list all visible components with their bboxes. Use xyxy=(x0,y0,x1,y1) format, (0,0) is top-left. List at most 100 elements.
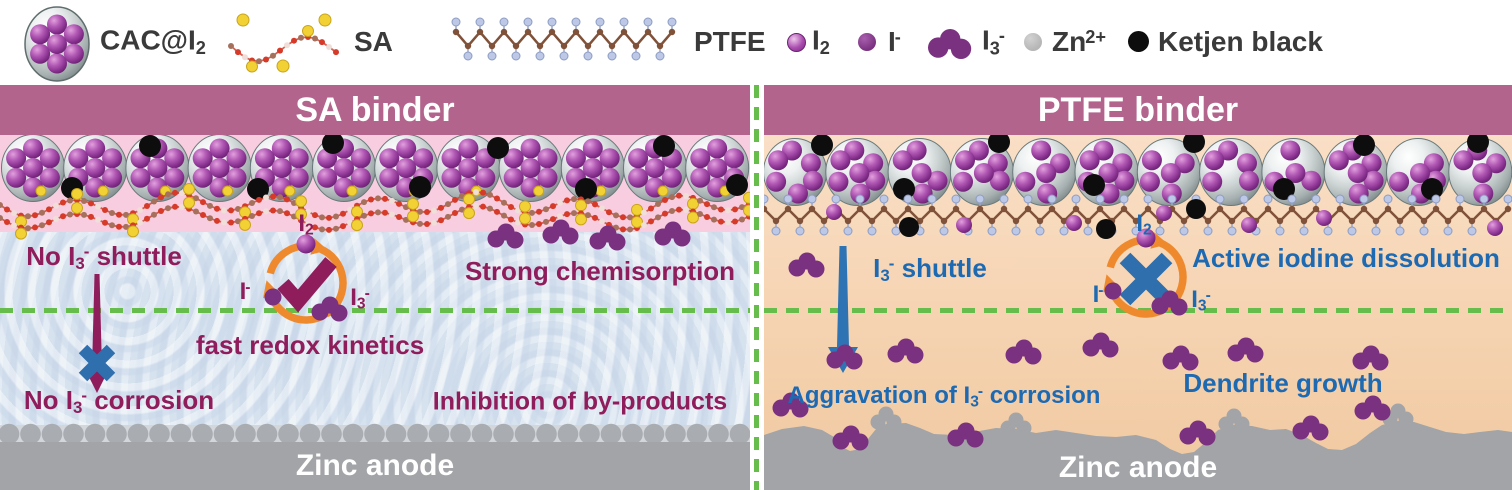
sa-atom xyxy=(60,199,66,206)
iodine-ball xyxy=(911,163,932,183)
ptfe-cycle-triiodide-label: I3- xyxy=(1191,285,1211,315)
sa-atom xyxy=(564,197,570,204)
sa-atom xyxy=(389,197,395,204)
legend-label-sa: SA xyxy=(354,26,393,57)
sa-atom xyxy=(718,206,724,213)
sa-atom xyxy=(550,216,556,223)
sa-atom xyxy=(445,213,451,220)
fluorine-atom xyxy=(1119,194,1129,204)
sa-atom xyxy=(270,193,276,200)
sa-atom xyxy=(648,205,654,212)
escaped-iodine-ball xyxy=(1066,215,1082,231)
sa-atom xyxy=(487,205,493,212)
iodine-ball xyxy=(379,167,400,188)
carbon-atom xyxy=(1144,205,1152,213)
fluorine-atom xyxy=(1035,226,1045,236)
carbon-atom xyxy=(1504,205,1512,213)
carbon-atom xyxy=(764,205,768,213)
sa-yellow-atom xyxy=(743,204,750,217)
carbon-atom xyxy=(988,217,996,225)
sa-atom xyxy=(732,218,738,225)
sa-atom xyxy=(81,211,87,218)
iodine-ball xyxy=(707,158,728,178)
iodine-ball xyxy=(1236,153,1257,174)
fluorine-atom xyxy=(1455,194,1465,204)
sa-atom xyxy=(361,199,367,206)
carbon-atom xyxy=(808,205,816,213)
iodine-ball xyxy=(226,167,247,188)
label-fast-redox: fast redox kinetics xyxy=(195,330,425,360)
fluorine-atom xyxy=(523,17,533,27)
sa-atom xyxy=(249,213,255,220)
iodine-ball xyxy=(47,34,67,54)
iodine-ball xyxy=(906,140,927,161)
sa-atom xyxy=(165,205,171,212)
triiodide-cluster xyxy=(845,352,863,370)
fluorine-atom xyxy=(1083,226,1093,236)
iodine-ball xyxy=(1347,163,1368,183)
zinc-surface-ball xyxy=(235,423,256,445)
iodine-ball xyxy=(520,138,541,159)
carbon-atom xyxy=(916,217,924,225)
triiodide-cluster xyxy=(1373,403,1391,421)
iodine-ball xyxy=(1204,150,1225,171)
label-no-corrosion: No I3- corrosion xyxy=(23,384,215,418)
iodine-ball xyxy=(1389,171,1410,192)
carbon-atom xyxy=(1408,205,1416,213)
sa-atom xyxy=(599,218,605,225)
sa-atom xyxy=(711,204,717,211)
carbon-atom xyxy=(1468,217,1476,225)
escaped-iodine-ball xyxy=(1156,205,1172,221)
sa-atom xyxy=(137,219,143,226)
zinc-surface-ball xyxy=(536,423,557,445)
sa-atom xyxy=(319,39,325,46)
carbon-atom xyxy=(1228,217,1236,225)
zinc-surface-ball xyxy=(600,423,622,445)
sa-atom xyxy=(676,192,682,199)
iodine-ball xyxy=(690,148,711,169)
carbon-atom xyxy=(976,205,984,213)
iodine-ball xyxy=(582,158,603,178)
iodine-ball xyxy=(102,167,123,188)
fluorine-atom xyxy=(1263,194,1273,204)
zinc-surface-ball xyxy=(407,423,428,445)
sa-atom xyxy=(284,42,290,49)
label-inhibition: Inhibition of by-products xyxy=(432,387,728,416)
sa-atom xyxy=(88,200,94,207)
sa-yellow-atom xyxy=(295,195,307,208)
fluorine-atom xyxy=(855,194,865,204)
iodine-ball xyxy=(1139,171,1160,192)
sa-atom xyxy=(11,210,17,217)
fluorine-atom xyxy=(951,194,961,204)
sa-atom xyxy=(501,212,507,219)
fluorine-atom xyxy=(1215,194,1225,204)
sa-atom xyxy=(683,192,689,199)
iodine-ball xyxy=(724,148,745,169)
carbon-atom xyxy=(1024,205,1032,213)
zinc-surface-ball xyxy=(686,423,708,445)
sa-atom xyxy=(207,202,213,209)
iodine-ball xyxy=(379,148,400,169)
sa-atom xyxy=(438,217,444,224)
zinc-surface-ball xyxy=(428,423,450,445)
sa-atom xyxy=(662,197,668,204)
ptfe-zinc-anode-label: Zinc anode xyxy=(1058,451,1218,484)
sa-atom xyxy=(270,207,276,214)
sa-atom xyxy=(319,226,325,233)
fluorine-atom xyxy=(939,226,949,236)
iodine-ball xyxy=(707,138,728,159)
fluorine-atom xyxy=(1179,226,1189,236)
iodine-ball xyxy=(30,24,51,45)
carbon-atom xyxy=(1180,217,1188,225)
carbon-atom xyxy=(1480,205,1488,213)
ketjen-black-dot xyxy=(1421,178,1443,200)
iodine-ball xyxy=(85,158,106,178)
sa-atom xyxy=(508,203,514,210)
sa-yellow-atom xyxy=(519,200,531,213)
carbon-atom xyxy=(1288,205,1296,213)
fluorine-atom xyxy=(1203,226,1213,236)
sa-atom xyxy=(326,226,332,233)
iodine-ball xyxy=(209,138,230,159)
sa-binder-panel: SA binder No I3- shuttle I2 I- I3- Stron… xyxy=(0,85,750,490)
fluorine-atom xyxy=(463,51,473,61)
